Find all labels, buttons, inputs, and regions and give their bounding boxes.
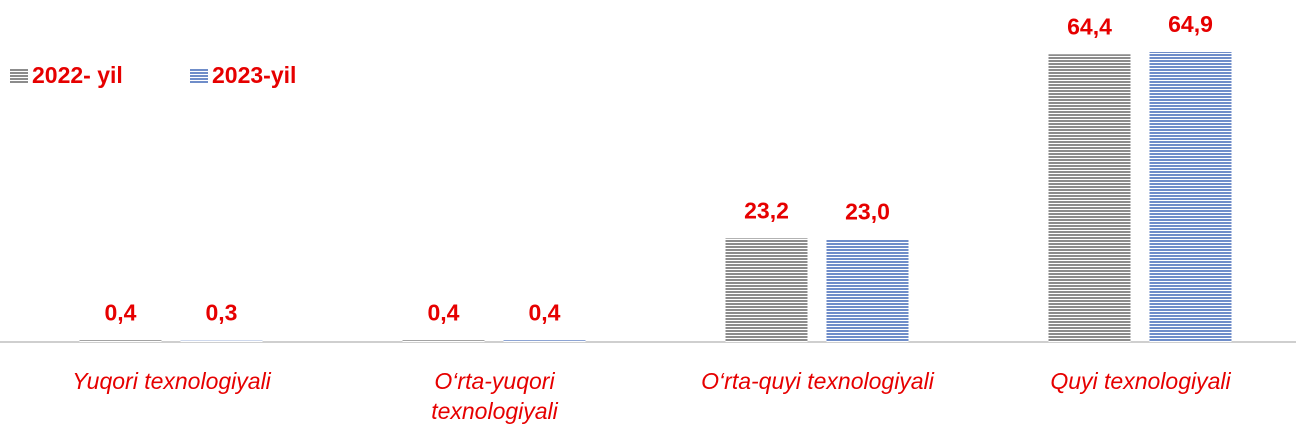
bar xyxy=(826,239,909,342)
bar xyxy=(1048,54,1131,343)
legend-swatch xyxy=(190,68,208,83)
bar xyxy=(503,340,586,342)
value-label: 0,4 xyxy=(428,299,460,325)
bar xyxy=(725,238,808,342)
value-label: 64,9 xyxy=(1168,11,1213,37)
value-label: 0,4 xyxy=(105,299,137,325)
x-tick-label: Yuqori texnologiyali xyxy=(72,368,271,394)
bar xyxy=(180,340,263,342)
bar xyxy=(402,340,485,342)
x-tick-label: O‘rta-quyi texnologiyali xyxy=(701,368,934,394)
x-tick-label: Quyi texnologiyali xyxy=(1050,368,1231,394)
legend-label: 2022- yil xyxy=(32,62,123,88)
value-label: 0,3 xyxy=(206,300,238,326)
value-label: 0,4 xyxy=(529,299,561,325)
legend-swatch xyxy=(10,68,28,83)
bar xyxy=(1149,52,1232,342)
legend-label: 2023-yil xyxy=(212,62,296,88)
value-label: 23,0 xyxy=(845,198,890,224)
x-tick-label: O‘rta-yuqori texnologiyali xyxy=(431,368,558,424)
value-label: 23,2 xyxy=(744,197,789,223)
bar xyxy=(79,340,162,342)
value-label: 64,4 xyxy=(1067,13,1112,39)
